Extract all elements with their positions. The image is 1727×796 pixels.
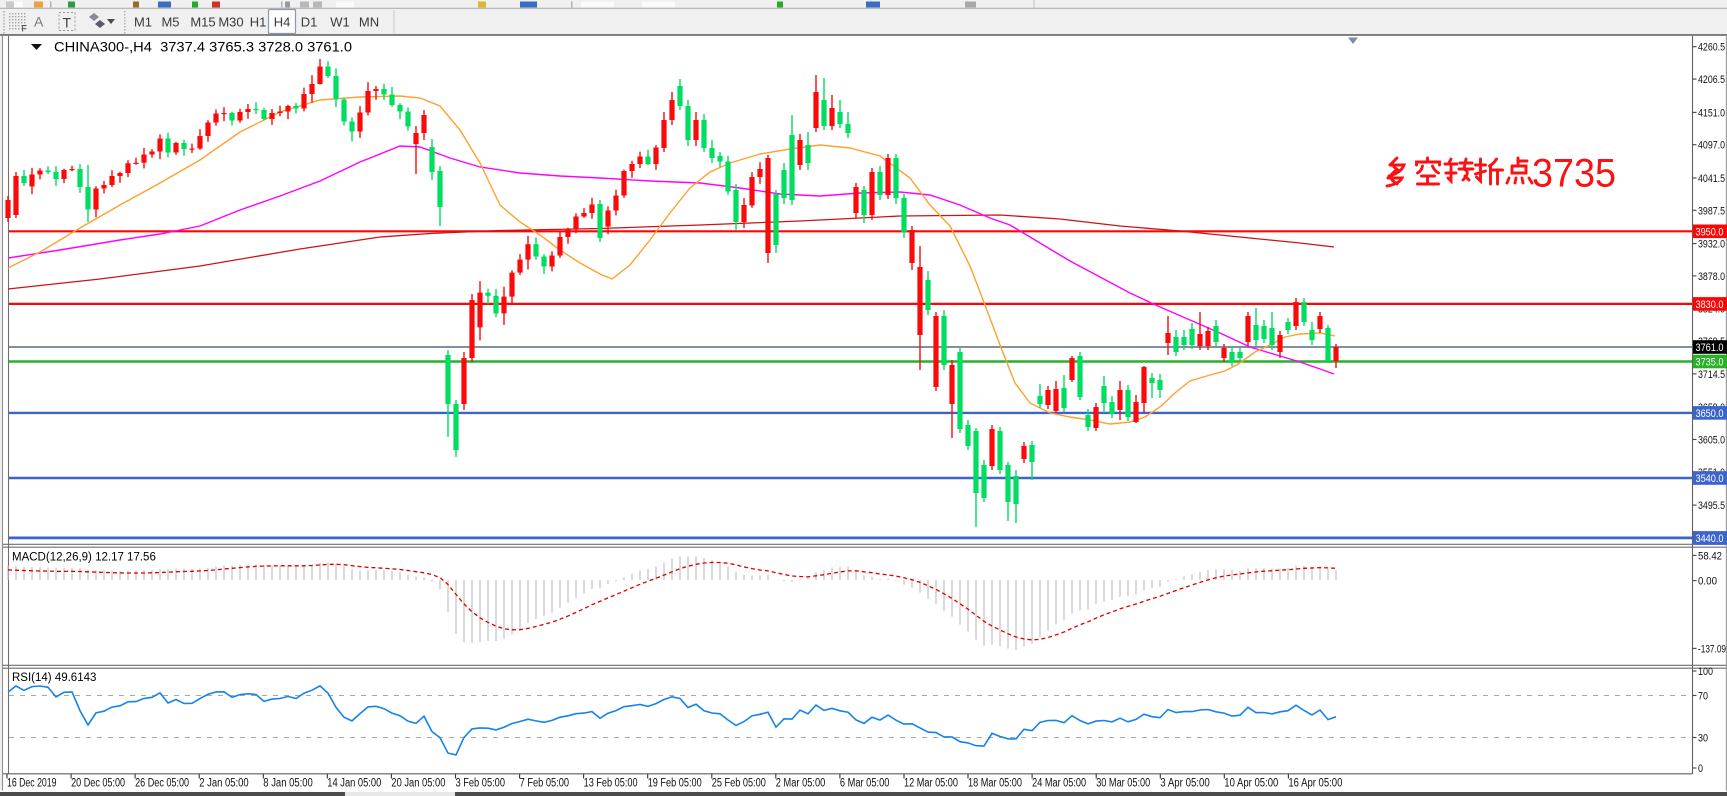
svg-text:30 Mar 05:00: 30 Mar 05:00 <box>1096 778 1150 790</box>
svg-text:4041.5: 4041.5 <box>1698 173 1725 185</box>
svg-text:16 Apr 05:00: 16 Apr 05:00 <box>1288 778 1342 790</box>
svg-text:4151.0: 4151.0 <box>1698 107 1725 119</box>
svg-text:3714.5: 3714.5 <box>1698 369 1725 381</box>
svg-text:30: 30 <box>1698 733 1708 745</box>
svg-text:T: T <box>63 15 72 31</box>
svg-text:20 Jan 05:00: 20 Jan 05:00 <box>391 778 445 790</box>
svg-text:0: 0 <box>1698 763 1703 775</box>
svg-text:18 Mar 05:00: 18 Mar 05:00 <box>968 778 1022 790</box>
svg-text:3440.0: 3440.0 <box>1696 533 1724 545</box>
svg-text:12 Mar 05:00: 12 Mar 05:00 <box>904 778 958 790</box>
svg-text:3878.0: 3878.0 <box>1698 271 1725 283</box>
svg-text:CHINA300-,H4 3737.4 3765.3 37: CHINA300-,H4 3737.4 3765.3 3728.0 3761.0 <box>54 39 352 55</box>
svg-text:26 Dec 05:00: 26 Dec 05:00 <box>135 778 189 790</box>
svg-text:3950.0: 3950.0 <box>1696 227 1724 239</box>
svg-text:14 Jan 05:00: 14 Jan 05:00 <box>327 778 381 790</box>
svg-text:100: 100 <box>1698 666 1713 678</box>
svg-text:19 Feb 05:00: 19 Feb 05:00 <box>648 778 702 790</box>
svg-text:16 Dec 2019: 16 Dec 2019 <box>7 778 57 790</box>
svg-text:3761.0: 3761.0 <box>1696 342 1724 354</box>
svg-text:M5: M5 <box>161 15 179 30</box>
svg-text:58.42: 58.42 <box>1698 550 1722 562</box>
svg-text:13 Feb 05:00: 13 Feb 05:00 <box>584 778 638 790</box>
svg-text:10 Apr 05:00: 10 Apr 05:00 <box>1224 778 1278 790</box>
svg-text:3735: 3735 <box>1532 152 1616 196</box>
svg-text:24 Mar 05:00: 24 Mar 05:00 <box>1032 778 1086 790</box>
svg-text:2 Jan 05:00: 2 Jan 05:00 <box>199 778 249 790</box>
svg-text:-137.09: -137.09 <box>1698 643 1726 655</box>
svg-text:25 Feb 05:00: 25 Feb 05:00 <box>712 778 766 790</box>
svg-text:4260.5: 4260.5 <box>1698 42 1725 54</box>
svg-text:8 Jan 05:00: 8 Jan 05:00 <box>263 778 313 790</box>
svg-text:M30: M30 <box>218 15 243 30</box>
svg-text:MACD(12,26,9) 12.17 17.56: MACD(12,26,9) 12.17 17.56 <box>12 552 156 564</box>
svg-text:M1: M1 <box>134 15 152 30</box>
svg-text:20 Dec 05:00: 20 Dec 05:00 <box>71 778 125 790</box>
svg-text:D1: D1 <box>301 15 318 30</box>
svg-text:3650.0: 3650.0 <box>1696 408 1724 420</box>
svg-text:H1: H1 <box>250 15 267 30</box>
svg-text:7 Feb 05:00: 7 Feb 05:00 <box>520 778 570 790</box>
svg-text:M15: M15 <box>190 15 215 30</box>
svg-text:3830.0: 3830.0 <box>1696 299 1724 311</box>
svg-text:3495.5: 3495.5 <box>1698 500 1725 512</box>
svg-text:F: F <box>22 24 28 34</box>
svg-text:3 Apr 05:00: 3 Apr 05:00 <box>1160 778 1210 790</box>
svg-text:H4: H4 <box>274 15 291 30</box>
svg-text:A: A <box>34 14 44 30</box>
svg-text:3 Feb 05:00: 3 Feb 05:00 <box>456 778 506 790</box>
svg-text:2 Mar 05:00: 2 Mar 05:00 <box>776 778 826 790</box>
svg-text:4206.5: 4206.5 <box>1698 74 1725 86</box>
svg-text:3735.0: 3735.0 <box>1696 357 1724 369</box>
svg-text:3987.5: 3987.5 <box>1698 205 1725 217</box>
svg-text:MN: MN <box>359 15 379 30</box>
svg-text:3605.0: 3605.0 <box>1698 435 1725 447</box>
svg-text:6 Mar 05:00: 6 Mar 05:00 <box>840 778 890 790</box>
svg-text:70: 70 <box>1698 691 1708 703</box>
svg-text:0.00: 0.00 <box>1698 576 1717 588</box>
svg-text:RSI(14) 49.6143: RSI(14) 49.6143 <box>12 672 96 684</box>
svg-text:W1: W1 <box>330 15 350 30</box>
svg-text:3540.0: 3540.0 <box>1696 473 1724 485</box>
svg-text:3932.0: 3932.0 <box>1698 239 1725 251</box>
svg-text:4097.0: 4097.0 <box>1698 140 1725 152</box>
